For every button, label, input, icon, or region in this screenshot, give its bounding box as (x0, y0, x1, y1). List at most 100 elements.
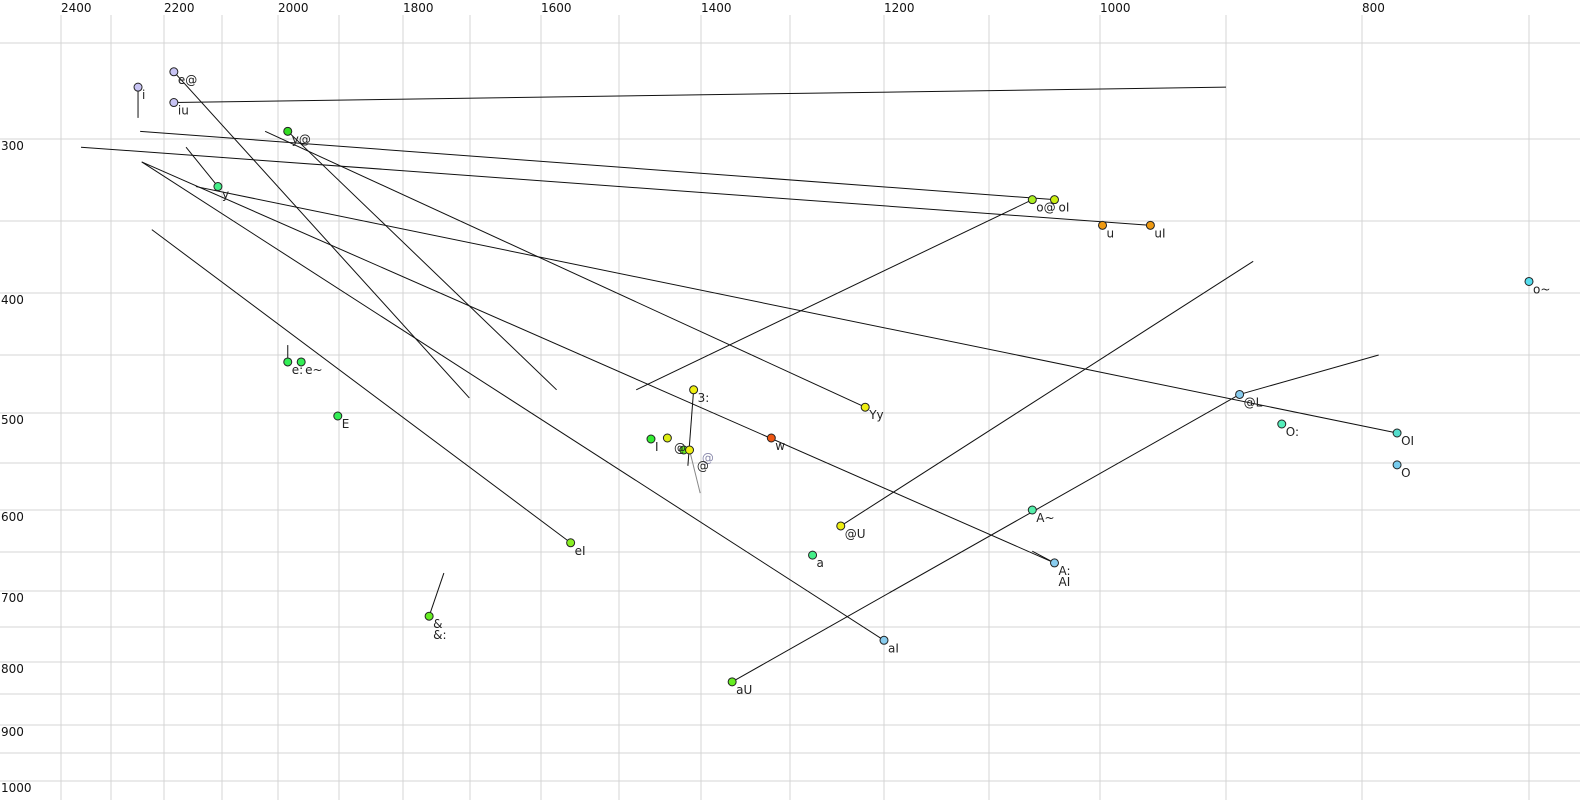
y-tick-label: 300 (1, 139, 24, 153)
data-point (169, 98, 179, 108)
trajectory-line (636, 199, 1033, 391)
data-point (283, 126, 293, 136)
data-point (689, 385, 699, 395)
x-tick-label: 1600 (541, 1, 572, 15)
trajectory-line (1239, 354, 1379, 395)
point-label: O (1401, 466, 1410, 480)
trajectory-line (195, 186, 1398, 434)
data-point (1049, 558, 1059, 568)
data-point (1524, 276, 1534, 286)
y-tick-label: 400 (1, 293, 24, 307)
data-point (1027, 195, 1037, 205)
point-label: iu (178, 104, 189, 118)
point-label: uI (1154, 226, 1165, 240)
trajectory-line (689, 449, 701, 494)
data-point (685, 445, 695, 455)
data-point (333, 411, 343, 421)
point-label: O: (1286, 425, 1299, 439)
trajectory-line (840, 260, 1254, 527)
data-point (860, 402, 870, 412)
point-label: o~ (1533, 282, 1550, 296)
data-point (1235, 389, 1245, 399)
point-label: w (775, 439, 785, 453)
trajectory-line (264, 130, 866, 408)
x-tick-label: 1800 (403, 1, 434, 15)
point-label: & (433, 617, 442, 631)
trajectory-line (141, 161, 885, 641)
data-point (1392, 428, 1402, 438)
data-point (646, 434, 656, 444)
y-tick-label: 700 (1, 591, 24, 605)
y-tick-label: 1000 (1, 781, 32, 795)
point-label: &: (433, 628, 446, 642)
x-tick-label: 1400 (701, 1, 732, 15)
x-tick-label: 1000 (1100, 1, 1131, 15)
x-tick-label: 800 (1362, 1, 1385, 15)
data-point (296, 357, 306, 367)
point-label: aU (736, 683, 752, 697)
point-label: @ (702, 451, 714, 465)
point-label: i (142, 88, 145, 102)
trajectory-line (185, 146, 219, 187)
point-label: OI (1401, 434, 1414, 448)
data-point (1145, 220, 1155, 230)
trajectory-line (428, 572, 445, 617)
data-point (1392, 460, 1402, 470)
data-point (169, 67, 179, 77)
data-point (1049, 195, 1059, 205)
tick-labels: 2400 2200 2000 1800 1600 1400 1200 1000 800 300 40… (1, 1, 1385, 795)
x-tick-label: 2400 (61, 1, 92, 15)
y-tick-label: 600 (1, 510, 24, 524)
trajectory-line (151, 229, 571, 544)
point-label: a (817, 556, 824, 570)
data-point (662, 433, 672, 443)
trajectory-line (141, 161, 1055, 564)
data-point (879, 635, 889, 645)
point-label: @ (697, 459, 709, 473)
x-tick-label: 2000 (278, 1, 309, 15)
data-point (1098, 220, 1108, 230)
point-label: eI (575, 544, 586, 558)
point-label: I (655, 440, 659, 454)
point-label: aI (888, 641, 899, 655)
grid (0, 15, 1580, 800)
data-point (766, 433, 776, 443)
point-label: Yy (868, 408, 883, 422)
point-label: oI (1058, 201, 1069, 215)
point-label: E (342, 417, 350, 431)
trajectory-line (287, 130, 557, 391)
point-label: e~ (305, 363, 322, 377)
point-label: o@ (1036, 201, 1055, 215)
point-label: e: (292, 363, 303, 377)
point-label: y (222, 188, 229, 202)
point-label: @U (845, 527, 866, 541)
y-tick-label: 800 (1, 662, 24, 676)
data-point (727, 677, 737, 687)
data-point (213, 182, 223, 192)
trajectory-line (731, 394, 1240, 683)
x-tick-label: 2200 (164, 1, 195, 15)
y-tick-label: 500 (1, 413, 24, 427)
data-point (133, 82, 143, 92)
x-tick-label: 1200 (884, 1, 915, 15)
y-tick-label: 900 (1, 725, 24, 739)
point-label: @ (674, 441, 686, 455)
point-label: u (1107, 226, 1115, 240)
data-point (808, 550, 818, 560)
data-point (566, 538, 576, 548)
vowel-labels: i e@ iu y@ y o@ oI u uI o~ e: e~ EeI &&: I 3: w Yy @U a aI aU… (142, 73, 1550, 697)
trajectories (80, 71, 1398, 683)
point-label: A: (1058, 564, 1070, 578)
point-label: y@ (292, 132, 311, 146)
data-point (283, 357, 293, 367)
point-label: 3: (698, 391, 710, 405)
point-label: e@ (178, 73, 197, 87)
trajectory-line (80, 146, 1151, 226)
data-point (1027, 505, 1037, 515)
point-label: @L (1244, 395, 1263, 409)
trajectory-line (140, 130, 1055, 201)
data-point (1277, 419, 1287, 429)
data-point (836, 521, 846, 531)
trajectory-line (173, 86, 1227, 104)
